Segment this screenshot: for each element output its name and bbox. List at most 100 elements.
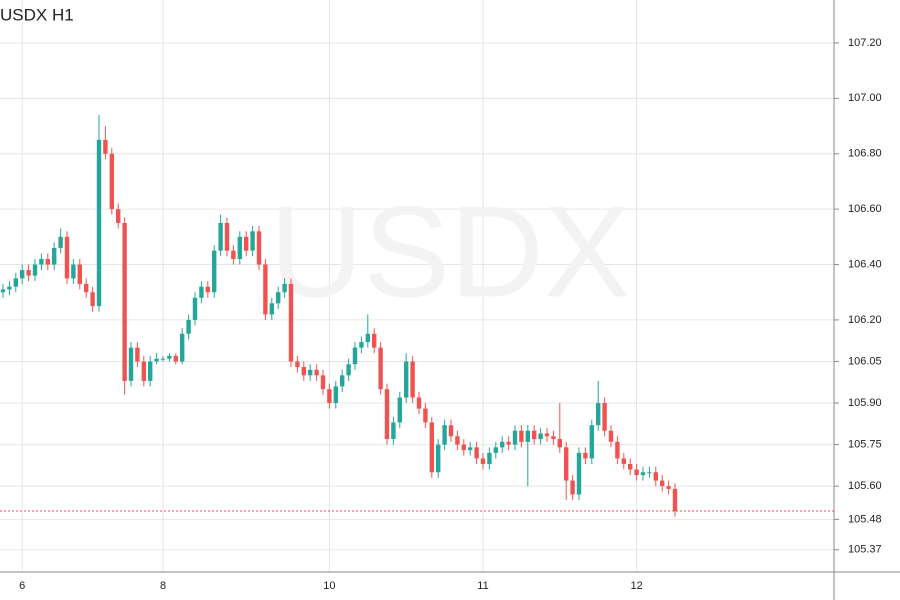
- candle-body: [564, 447, 569, 481]
- candle-body: [391, 422, 396, 440]
- candle-body: [269, 303, 274, 315]
- candle-body: [519, 430, 524, 442]
- candle-body: [71, 264, 76, 279]
- candle-body: [218, 222, 223, 251]
- candle-body: [45, 258, 50, 265]
- candle-body: [551, 436, 556, 440]
- y-tick-label: 106.40: [848, 258, 882, 270]
- y-tick-label: 107.20: [848, 37, 882, 49]
- candle-body: [128, 347, 134, 381]
- candle-body: [231, 250, 236, 259]
- x-tick-label: 12: [630, 580, 642, 592]
- candle-body: [154, 358, 159, 362]
- candle-body: [212, 250, 217, 293]
- candle-body: [500, 441, 505, 448]
- candle-body: [474, 447, 479, 459]
- y-tick-label: 105.90: [848, 397, 882, 409]
- candle-body: [333, 386, 338, 404]
- candle-body: [13, 278, 18, 287]
- y-tick-label: 105.37: [848, 544, 882, 556]
- y-tick-label: 105.60: [848, 480, 882, 492]
- candle-body: [544, 433, 550, 437]
- y-tick-label: 106.20: [848, 314, 882, 326]
- candle-body: [666, 486, 671, 489]
- candle-body: [442, 425, 447, 445]
- candle-body: [410, 361, 415, 398]
- candle-body: [224, 222, 230, 251]
- candle-body: [52, 247, 57, 265]
- chart-title: USDX H1: [0, 5, 74, 24]
- candle-body: [608, 430, 614, 442]
- candle-body: [167, 355, 172, 359]
- candle-body: [397, 397, 402, 423]
- x-tick-label: 8: [160, 580, 166, 592]
- candle-body: [660, 480, 665, 487]
- candle-body: [39, 258, 44, 265]
- candle-body: [596, 403, 601, 426]
- candle-body: [7, 286, 12, 290]
- y-tick-label: 106.05: [848, 355, 882, 367]
- candle-body: [378, 347, 383, 390]
- candle-body: [77, 264, 82, 284]
- candle-body: [340, 375, 345, 387]
- candle-body: [416, 397, 422, 409]
- candle-body: [141, 361, 146, 381]
- candle-body: [276, 292, 281, 304]
- candle-body: [282, 283, 287, 293]
- candle-body: [64, 236, 70, 279]
- candle-body: [320, 375, 326, 390]
- candle-body: [116, 209, 121, 223]
- candle-body: [429, 422, 434, 473]
- candle-body: [346, 364, 351, 376]
- watermark: USDX: [269, 178, 630, 324]
- candle-body: [90, 292, 95, 307]
- candle-body: [468, 447, 473, 451]
- candle-body: [634, 469, 639, 476]
- candle-body: [628, 463, 633, 470]
- candle-body: [359, 342, 364, 348]
- candle-body: [84, 283, 89, 293]
- candle-body: [615, 441, 620, 459]
- candle-body: [557, 439, 562, 448]
- candle-body: [653, 472, 658, 481]
- candle-body: [512, 430, 518, 445]
- candle-body: [525, 430, 530, 442]
- candle-body: [160, 358, 166, 360]
- candle-body: [122, 222, 127, 381]
- candle-body: [448, 425, 454, 437]
- candle-body: [404, 361, 409, 398]
- y-tick-label: 105.75: [848, 438, 882, 450]
- candle-body: [455, 436, 460, 445]
- candle-body: [135, 347, 140, 362]
- y-tick-label: 107.00: [848, 92, 882, 104]
- candle-body: [589, 425, 594, 459]
- candle-body: [263, 264, 268, 315]
- candle-body: [148, 361, 153, 381]
- candle-body: [327, 389, 332, 404]
- candle-body: [384, 389, 390, 440]
- candle-body: [173, 355, 178, 362]
- candle-body: [647, 472, 652, 474]
- candle-body: [423, 408, 428, 423]
- y-tick-label: 106.80: [848, 148, 882, 160]
- candle-body: [532, 430, 537, 440]
- x-tick-label: 6: [19, 580, 25, 592]
- candle-body: [493, 447, 498, 453]
- candle-body: [109, 153, 114, 210]
- candle-body: [192, 297, 198, 320]
- candle-body: [487, 452, 492, 464]
- x-tick-label: 11: [477, 580, 488, 592]
- candle-body: [602, 403, 607, 431]
- y-tick-label: 105.48: [848, 513, 882, 525]
- candle-body: [436, 444, 441, 473]
- candle-body: [576, 452, 582, 495]
- candle-body: [20, 270, 25, 279]
- candle-body: [583, 452, 588, 459]
- candle-body: [295, 361, 300, 368]
- candle-body: [352, 347, 358, 365]
- candle-body: [250, 231, 255, 251]
- x-tick-label: 10: [323, 580, 335, 592]
- candle-body: [237, 236, 242, 259]
- candle-body: [640, 472, 646, 476]
